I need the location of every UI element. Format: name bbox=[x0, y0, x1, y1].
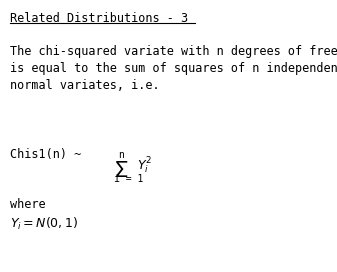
Text: The chi-squared variate with n degrees of freedom: The chi-squared variate with n degrees o… bbox=[10, 45, 337, 58]
Text: n: n bbox=[118, 150, 124, 160]
Text: normal variates, i.e.: normal variates, i.e. bbox=[10, 79, 160, 92]
Text: Related Distributions - 3: Related Distributions - 3 bbox=[10, 12, 188, 25]
Text: $Y_i = N(0,1)$: $Y_i = N(0,1)$ bbox=[10, 216, 78, 232]
Text: $Y_i^2$: $Y_i^2$ bbox=[137, 156, 152, 176]
Text: where: where bbox=[10, 198, 45, 211]
Text: i = 1: i = 1 bbox=[114, 174, 143, 184]
Text: Σ: Σ bbox=[115, 161, 128, 181]
Text: is equal to the sum of squares of n independent unit: is equal to the sum of squares of n inde… bbox=[10, 62, 337, 75]
Text: Chis1(n) ~: Chis1(n) ~ bbox=[10, 148, 88, 161]
